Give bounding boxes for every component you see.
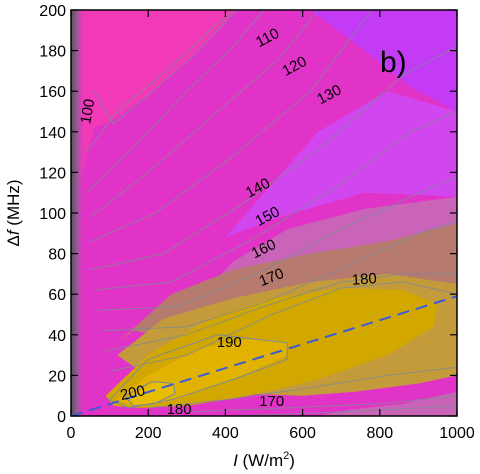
contour-line-5	[90, 46, 457, 271]
y-tick-label-10: 200	[39, 3, 66, 20]
contour-line-10	[109, 281, 457, 372]
region-upper-left	[74, 10, 238, 193]
contour-bands	[74, 10, 457, 416]
contour-label-12: 170	[259, 393, 284, 410]
y-tick-label-5: 100	[39, 206, 66, 223]
contour-label-0: 100	[77, 98, 98, 126]
dashed-fit-line	[71, 295, 457, 416]
contour-line-8	[101, 220, 457, 332]
x-tick-label-1: 200	[135, 425, 162, 442]
region-mid-purple	[225, 91, 457, 238]
contour-label-8: 180	[351, 270, 377, 289]
contour-loop-200	[124, 380, 176, 407]
y-axis-title: Δf (MHz)	[4, 179, 23, 246]
contour-line-2	[86, 10, 265, 194]
contour-line-6	[94, 111, 457, 291]
x-axis-title: I (W/m2)	[233, 450, 295, 470]
contour-line-4	[90, 10, 373, 242]
y-tick-label-6: 120	[39, 165, 66, 182]
region-top-right	[310, 10, 457, 112]
y-axis: 0 20 40 60 80 100 120 140 160 180 200	[39, 3, 457, 426]
y-tick-label-4: 80	[48, 247, 66, 264]
contour-lines	[86, 10, 457, 416]
contour-label-10: 200	[119, 382, 147, 404]
contour-label-11: 180	[167, 401, 192, 418]
x-tick-label-0: 0	[67, 425, 76, 442]
y-tick-label-7: 140	[39, 125, 66, 142]
contour-line-11	[148, 366, 457, 409]
y-tick-label-8: 160	[39, 84, 66, 101]
x-axis-unit-close: )	[289, 451, 295, 470]
y-tick-label-3: 60	[48, 287, 66, 304]
contour-line-13	[233, 405, 457, 416]
contour-line-1	[86, 10, 234, 153]
contour-label-9: 190	[217, 334, 242, 351]
contour-line-9	[105, 273, 457, 352]
x-tick-label-3: 600	[289, 425, 316, 442]
y-axis-var: f	[4, 228, 23, 235]
contour-line-7	[97, 176, 457, 311]
y-tick-label-0: 0	[57, 409, 66, 426]
x-tick-label-2: 400	[212, 425, 239, 442]
x-axis-unit: (W/m	[238, 451, 283, 470]
region-bottom-right	[318, 391, 457, 416]
x-tick-label-5: 1000	[439, 425, 475, 442]
y-axis-prefix: Δ	[4, 235, 23, 246]
x-tick-label-4: 800	[366, 425, 393, 442]
x-axis: 0 200 400 600 800 1000	[67, 10, 475, 442]
y-axis-unit: (MHz)	[4, 179, 23, 230]
contour-line-12	[186, 395, 457, 413]
x-axis-unit-sup: 2	[283, 450, 289, 462]
y-tick-label-2: 40	[48, 328, 66, 345]
y-tick-label-1: 20	[48, 368, 66, 385]
contour-line-0	[93, 10, 238, 125]
y-tick-label-9: 180	[39, 44, 66, 61]
x-axis-var: I	[233, 451, 238, 470]
panel-label: b)	[380, 46, 407, 79]
contour-line-3	[89, 10, 319, 218]
